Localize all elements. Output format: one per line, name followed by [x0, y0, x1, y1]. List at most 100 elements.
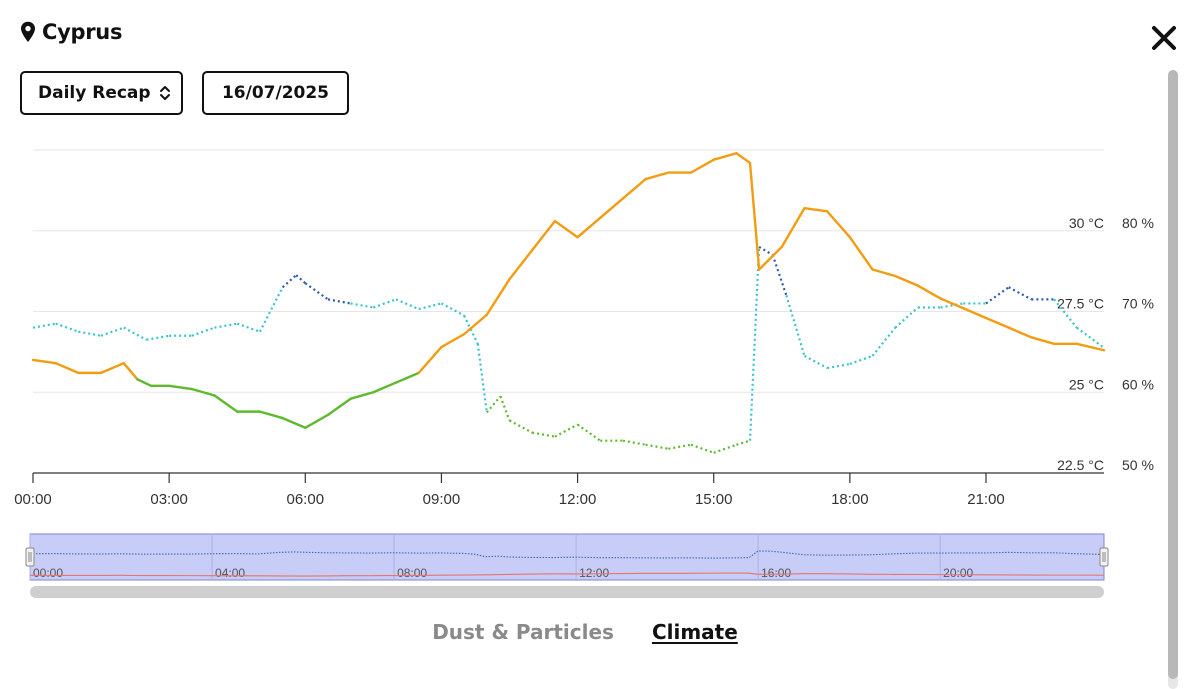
humidity-series-segment — [508, 419, 533, 434]
x-tick-label: 03:00 — [150, 491, 188, 508]
humidity-series — [32, 245, 1105, 454]
humidity-series-segment — [372, 298, 397, 309]
temperature-series-segment — [99, 361, 125, 375]
temperature-series-segment — [757, 245, 783, 271]
navigator-tick-label: 16:00 — [761, 566, 791, 580]
climate-chart: 22.5 °C 50 % 25 °C 60 % 27.5 °C 70 % 30 °C 80 %… — [14, 149, 1154, 508]
temperature-series-segment — [962, 307, 988, 320]
page-scrollbar[interactable] — [1168, 70, 1178, 689]
date-picker[interactable]: 16/07/2025 — [202, 71, 349, 115]
humidity-series-segment — [485, 395, 502, 414]
humidity-series-segment — [894, 306, 919, 329]
temperature-series-segment — [281, 416, 307, 429]
map-pin-icon — [21, 21, 35, 42]
humidity-series-segment — [748, 246, 761, 441]
navigator-handle-left[interactable] — [25, 547, 35, 567]
humidity-series-segment — [826, 362, 851, 370]
date-value: 16/07/2025 — [221, 83, 330, 103]
temperature-series-segment — [984, 316, 1010, 329]
humidity-series-segment — [395, 298, 420, 311]
temperature-series-segment — [167, 384, 194, 391]
navigator-tick-label: 04:00 — [215, 566, 245, 580]
temperature-series-segment — [417, 345, 443, 375]
temperature-series-segment — [748, 161, 761, 271]
humidity-series-segment — [532, 431, 556, 438]
y-tick-label-humidity: 70 % — [1122, 296, 1154, 312]
humidity-series-segment — [1076, 326, 1105, 349]
y-tick-label-temperature: 22.5 °C — [1057, 457, 1104, 473]
temperature-series-segment — [394, 371, 420, 384]
handle-body — [1099, 547, 1109, 567]
humidity-series-segment — [985, 286, 1010, 305]
temperature-series-segment — [136, 378, 153, 387]
humidity-series-segment — [803, 354, 828, 369]
temperature-series-segment — [31, 358, 57, 365]
temperature-series-segment — [349, 391, 375, 400]
navigator-tick-label: 00:00 — [33, 566, 63, 580]
mode-select-label: Daily Recap — [38, 83, 151, 103]
temperature-series-segment — [1075, 342, 1106, 352]
temperature-series-segment — [735, 152, 752, 165]
y-tick-label-temperature: 30 °C — [1069, 215, 1104, 231]
x-tick-label: 15:00 — [695, 491, 733, 508]
temperature-series-segment — [462, 313, 489, 336]
range-navigator[interactable]: 00:00 04:00 08:00 12:00 16:00 20:00 — [0, 530, 1120, 586]
scrollbar-thumb[interactable] — [1168, 70, 1178, 679]
navigator-temperature-line — [29, 572, 1105, 577]
temperature-series-segment — [939, 297, 965, 310]
humidity-series-segment — [350, 302, 374, 309]
humidity-series-segment — [871, 326, 897, 357]
temperature-series-segment — [485, 277, 511, 316]
temperature-series-segment — [871, 268, 897, 278]
humidity-series-segment — [418, 302, 442, 311]
temperature-series-segment — [780, 206, 806, 249]
location-title: Cyprus — [42, 20, 123, 44]
temperature-series-segment — [553, 219, 579, 239]
temperature-series-segment — [54, 361, 80, 375]
temperature-series-segment — [689, 158, 715, 174]
humidity-series-segment — [668, 443, 692, 450]
x-tick-label: 12:00 — [559, 491, 597, 508]
temperature-series-segment — [508, 248, 534, 281]
humidity-series-segment — [645, 443, 669, 450]
humidity-series-segment — [123, 326, 147, 341]
humidity-series-segment — [440, 302, 465, 317]
humidity-series-segment — [327, 298, 351, 305]
temperature-series-segment — [1007, 326, 1033, 339]
y-tick-label-humidity: 80 % — [1122, 215, 1154, 231]
temperature-series-segment — [599, 197, 625, 220]
humidity-series-segment — [236, 322, 261, 333]
humidity-series-segment — [295, 274, 307, 285]
tab-dust-particles[interactable]: Dust & Particles — [432, 620, 614, 644]
humidity-series-segment — [499, 395, 511, 421]
temperature-series-segment — [848, 236, 874, 271]
y-tick-label-temperature: 27.5 °C — [1057, 296, 1104, 312]
humidity-series-segment — [771, 254, 788, 296]
temperature-series-segment — [803, 206, 829, 213]
tab-bar: Dust & Particles Climate — [0, 620, 1170, 644]
y-tick-label-humidity: 60 % — [1122, 376, 1154, 392]
x-tick-label: 09:00 — [423, 491, 461, 508]
mode-select[interactable]: Daily Recap — [20, 71, 183, 115]
tab-climate[interactable]: Climate — [651, 620, 738, 644]
humidity-series-segment — [146, 334, 170, 341]
humidity-series-segment — [713, 443, 737, 454]
temperature-series-segment — [916, 284, 942, 300]
temperature-series-segment — [576, 216, 602, 239]
navigator-tick-label: 12:00 — [579, 566, 609, 580]
chevron-up-down-icon — [159, 86, 170, 100]
temperature-series-segment — [644, 171, 670, 181]
humidity-series-segment — [940, 302, 964, 309]
humidity-series-segment — [1053, 298, 1078, 329]
humidity-series-segment — [281, 274, 297, 289]
x-tick-label: 00:00 — [14, 491, 52, 508]
close-icon[interactable] — [1148, 22, 1180, 54]
temperature-series-segment — [372, 381, 398, 394]
navigator-scrollbar[interactable] — [30, 586, 1104, 598]
navigator-handle-right[interactable] — [1099, 547, 1109, 567]
humidity-series-segment — [78, 330, 102, 337]
x-tick-label: 21:00 — [967, 491, 1005, 508]
x-tick-label: 06:00 — [287, 491, 325, 508]
handle-body — [25, 547, 35, 567]
temperature-series-segment — [190, 387, 216, 397]
